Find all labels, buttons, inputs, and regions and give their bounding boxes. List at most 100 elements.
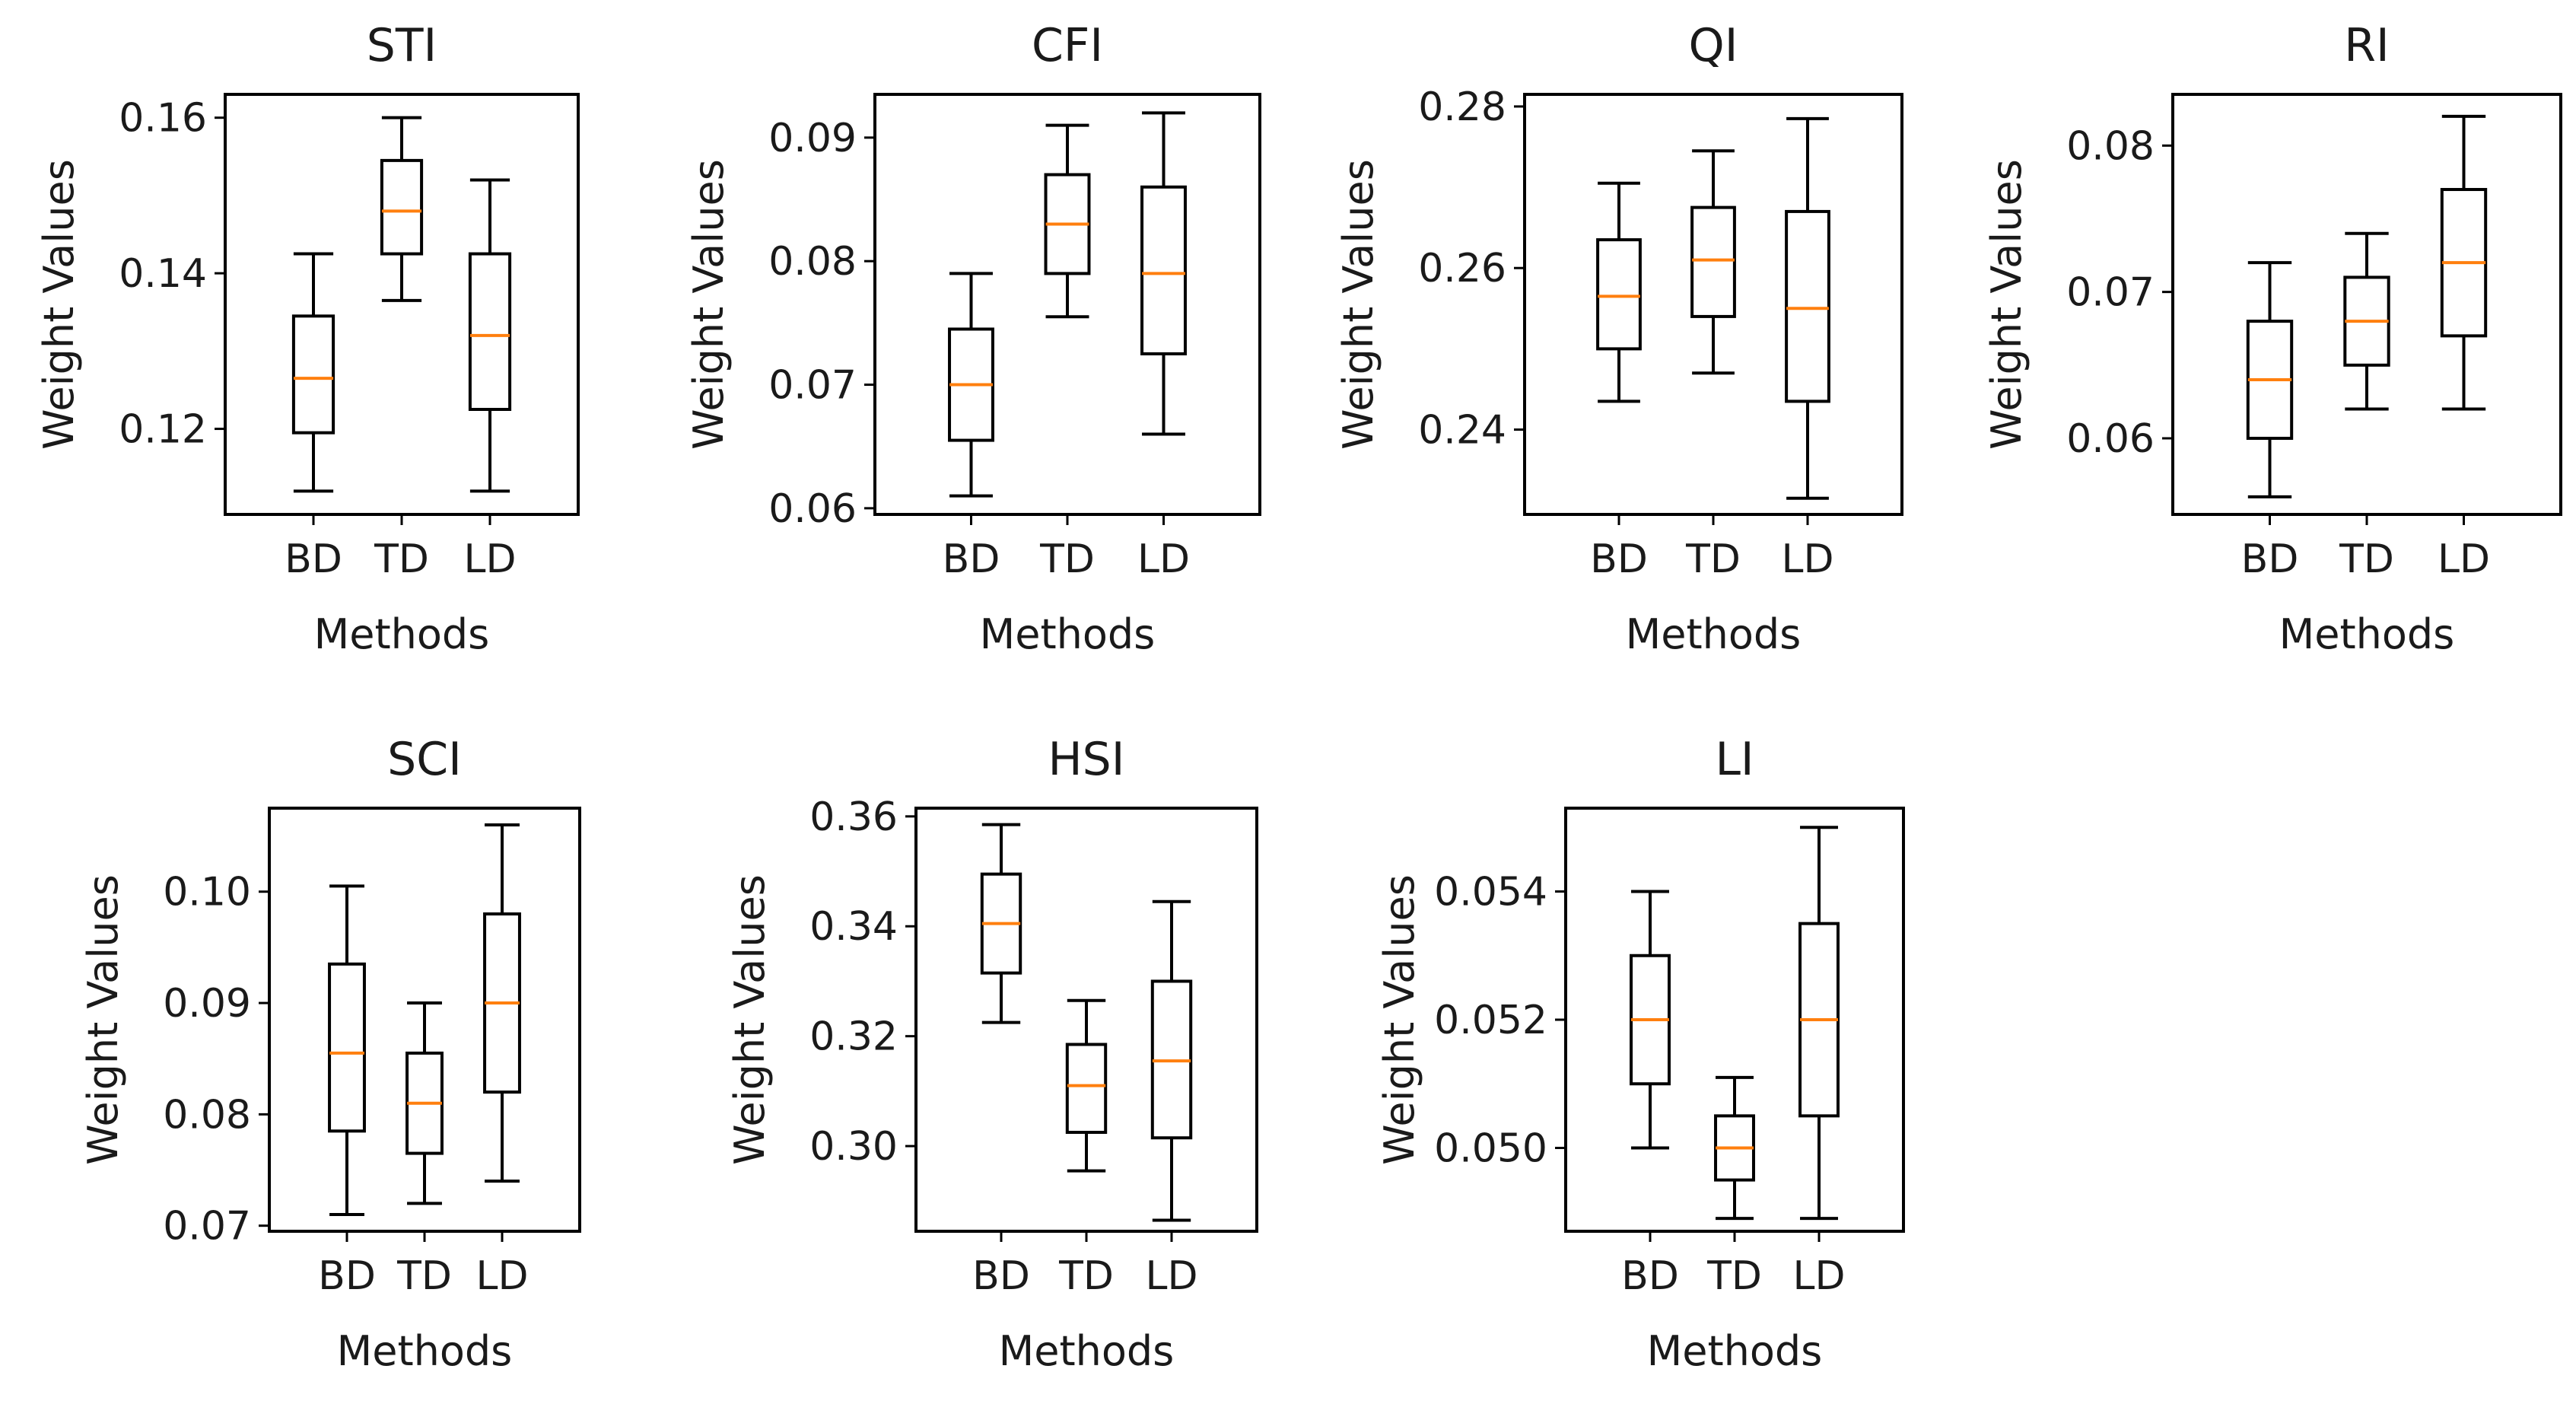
y-tick-label: 0.24 xyxy=(1418,408,1506,454)
y-tick-label: 0.26 xyxy=(1418,246,1506,291)
x-axis-label: Methods xyxy=(1626,610,1802,658)
y-tick-label: 0.06 xyxy=(768,486,857,532)
box-bd xyxy=(1630,890,1671,1150)
panel-cfi: CFI 0.06 0.07 0.08 0.09 Weight Values BD TD LD Me… xyxy=(685,19,1261,658)
plot-frame xyxy=(224,93,580,516)
y-axis-label: Weight Values xyxy=(726,874,774,1165)
plot-frame xyxy=(873,93,1261,516)
iqr-box xyxy=(1065,1043,1108,1135)
x-tick-label-ld: LD xyxy=(1781,536,1833,582)
x-axis-label: Methods xyxy=(2279,610,2455,658)
box-bd xyxy=(980,823,1022,1024)
y-axis-label: Weight Values xyxy=(1375,874,1423,1165)
x-axis-label: Methods xyxy=(1647,1327,1823,1375)
iqr-box xyxy=(380,158,424,256)
y-tick-label: 0.10 xyxy=(163,870,251,915)
y-axis-label: Weight Values xyxy=(1983,159,2031,450)
box-td xyxy=(1044,123,1091,319)
x-tick-label-td: TD xyxy=(1039,536,1095,582)
y-tick-label: 0.06 xyxy=(2066,416,2155,462)
y-tick-label: 0.054 xyxy=(1434,870,1547,915)
y-tick-label: 0.30 xyxy=(809,1124,898,1170)
x-tick-label-ld: LD xyxy=(1145,1253,1197,1299)
plot-frame xyxy=(914,807,1258,1233)
iqr-box xyxy=(291,314,336,435)
box-bd xyxy=(328,884,366,1217)
x-tick-label-td: TD xyxy=(374,536,429,582)
x-tick-label-ld: LD xyxy=(475,1253,528,1299)
iqr-box xyxy=(1140,185,1187,355)
x-axis-label: Methods xyxy=(980,610,1156,658)
iqr-box xyxy=(1785,209,1830,403)
y-tick-label: 0.14 xyxy=(119,251,207,297)
y-axis-label: Weight Values xyxy=(79,874,127,1165)
x-tick-label-bd: BD xyxy=(943,536,1000,582)
chart-title: QI xyxy=(1689,19,1738,72)
box-ld xyxy=(1140,111,1187,436)
iqr-box xyxy=(1596,238,1642,351)
y-tick-label: 0.08 xyxy=(2066,123,2155,169)
box-ld xyxy=(2440,114,2488,411)
panel-sci: SCI 0.07 0.08 0.09 0.10 Weight Values BD TD LD Me… xyxy=(79,733,581,1375)
plot-frame xyxy=(2171,93,2562,516)
box-td xyxy=(2343,231,2390,411)
box-bd xyxy=(291,252,336,493)
chart-title: CFI xyxy=(1032,19,1103,72)
x-tick-label-td: TD xyxy=(2339,536,2394,582)
x-tick-label-bd: BD xyxy=(2241,536,2299,582)
box-bd xyxy=(1596,181,1642,403)
box-td xyxy=(1690,149,1736,375)
x-tick-label-td: TD xyxy=(1706,1253,1762,1299)
y-tick-label: 0.36 xyxy=(809,794,898,840)
y-tick-label: 0.09 xyxy=(768,116,857,161)
x-tick-label-ld: LD xyxy=(2438,536,2490,582)
y-axis-label: Weight Values xyxy=(1334,159,1382,450)
x-tick-label-bd: BD xyxy=(318,1253,376,1299)
x-tick-label-td: TD xyxy=(396,1253,452,1299)
box-td xyxy=(1714,1075,1755,1221)
y-tick-label: 0.34 xyxy=(809,904,898,950)
panel-ri: RI 0.06 0.07 0.08 Weight Values BD TD LD Methods xyxy=(1983,19,2562,658)
plot-frame xyxy=(1523,93,1903,516)
x-tick-label-td: TD xyxy=(1058,1253,1114,1299)
x-tick-label-bd: BD xyxy=(972,1253,1030,1299)
box-bd xyxy=(2246,261,2294,498)
box-bd xyxy=(948,272,994,498)
chart-title: LI xyxy=(1715,733,1754,786)
panel-sti: STI 0.12 0.14 0.16 Weight Values BD TD LD Method… xyxy=(35,19,580,658)
iqr-box xyxy=(468,252,512,411)
chart-title: RI xyxy=(2344,19,2389,72)
y-tick-label: 0.32 xyxy=(809,1014,898,1060)
y-axis-label: Weight Values xyxy=(685,159,733,450)
box-ld xyxy=(1150,899,1193,1222)
box-ld xyxy=(483,823,521,1183)
box-ld xyxy=(468,178,512,493)
y-tick-label: 0.050 xyxy=(1434,1125,1547,1171)
plot-frame xyxy=(1564,807,1905,1233)
panel-qi: QI 0.24 0.26 0.28 Weight Values BD TD LD Methods xyxy=(1334,19,1903,658)
x-tick-label-ld: LD xyxy=(1792,1253,1845,1299)
y-axis-label: Weight Values xyxy=(35,159,83,450)
x-tick-label-td: TD xyxy=(1685,536,1741,582)
y-tick-label: 0.052 xyxy=(1434,998,1547,1043)
panel-hsi: HSI 0.30 0.32 0.34 0.36 Weight Values BD TD LD Me… xyxy=(726,733,1258,1375)
x-tick-label-ld: LD xyxy=(1137,536,1190,582)
x-axis-label: Methods xyxy=(999,1327,1175,1375)
chart-title: HSI xyxy=(1048,733,1125,786)
y-tick-label: 0.08 xyxy=(768,239,857,285)
box-td xyxy=(1065,998,1108,1173)
y-tick-label: 0.07 xyxy=(163,1204,251,1250)
y-tick-label: 0.08 xyxy=(163,1092,251,1138)
y-tick-label: 0.07 xyxy=(768,363,857,409)
x-tick-label-bd: BD xyxy=(1621,1253,1679,1299)
y-tick-label: 0.28 xyxy=(1418,84,1506,130)
chart-title: SCI xyxy=(387,733,462,786)
iqr-box xyxy=(328,962,366,1133)
box-td xyxy=(405,1001,444,1205)
y-tick-label: 0.12 xyxy=(119,407,207,453)
y-tick-label: 0.09 xyxy=(163,981,251,1027)
box-ld xyxy=(1798,826,1840,1221)
box-ld xyxy=(1785,116,1830,500)
